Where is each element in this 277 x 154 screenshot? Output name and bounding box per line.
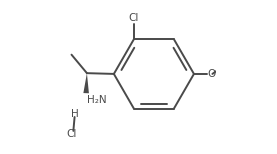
Text: O: O — [207, 69, 216, 79]
Text: H: H — [71, 109, 79, 119]
Text: Cl: Cl — [66, 129, 77, 139]
Polygon shape — [83, 73, 89, 93]
Text: H₂N: H₂N — [87, 95, 107, 105]
Text: Cl: Cl — [129, 13, 139, 23]
